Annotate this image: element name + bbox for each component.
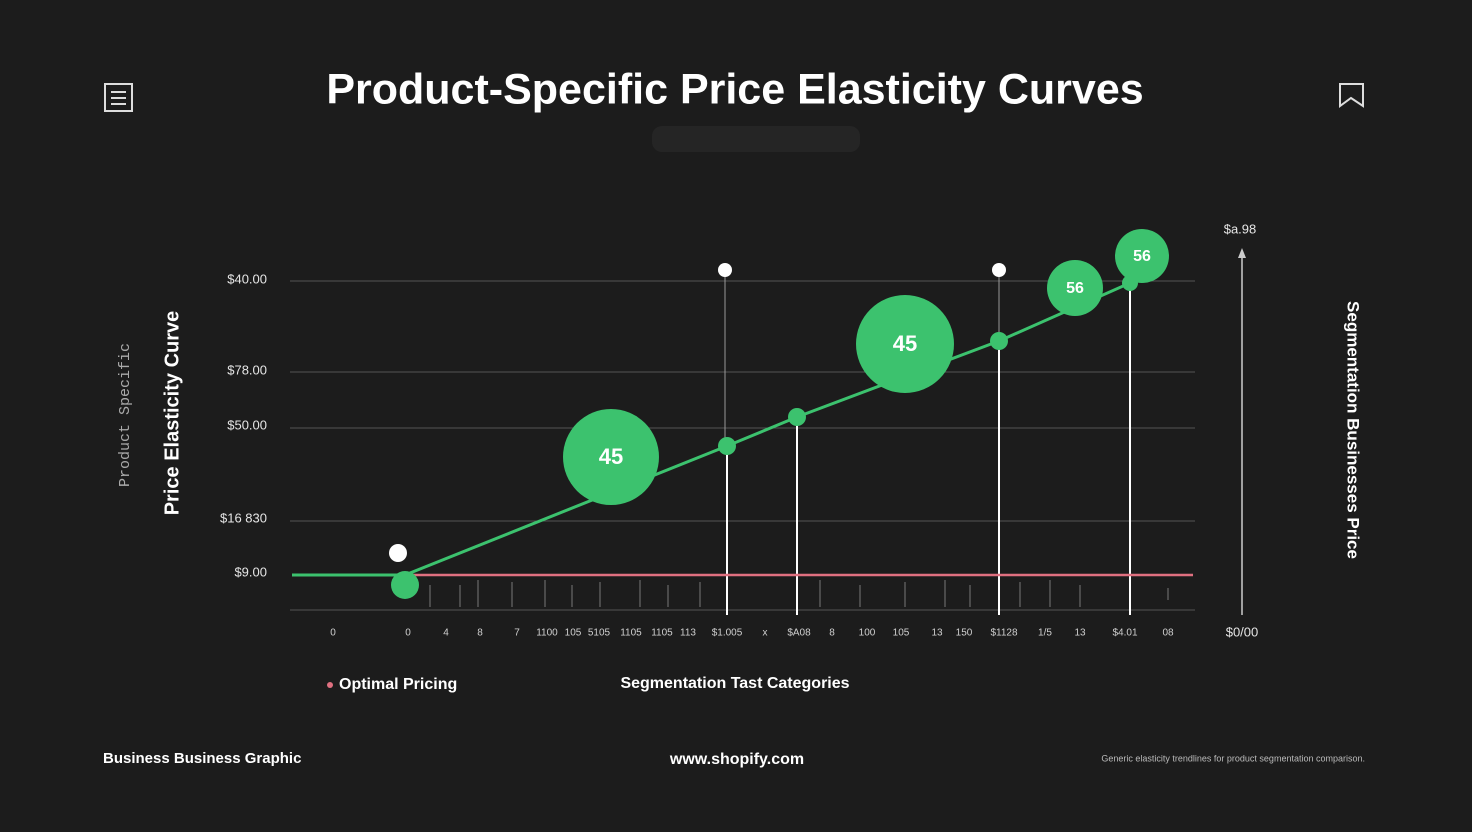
bubble-label: 56 [1066, 280, 1084, 297]
y-tick-label: $16 830 [220, 510, 267, 525]
drop-lines [726, 283, 1131, 615]
right-axis-title: Segmentation Businesses Price [1344, 301, 1363, 559]
x-tick-label: 105 [893, 628, 910, 639]
x-tick-label: 8 [477, 628, 483, 639]
bubble [1115, 229, 1169, 283]
footer-right: Generic elasticity trendlines for produc… [1101, 753, 1365, 763]
right-axis-arrow [1238, 248, 1246, 258]
white-dots [389, 263, 1006, 562]
x-tick-label: 8 [829, 628, 835, 639]
x-tick-label: 1100 [536, 628, 558, 639]
guide-lines [724, 270, 1000, 446]
legend-dot [327, 682, 333, 688]
x-tick-label: 13 [1074, 628, 1086, 639]
legend-label: Optimal Pricing [339, 676, 457, 693]
x-tick-label: 4 [443, 628, 449, 639]
bubble [1047, 260, 1103, 316]
y-tick-label: $50.00 [227, 417, 267, 432]
x-tick-label: 150 [956, 628, 973, 639]
y-tick-label: $9.00 [234, 564, 267, 579]
x-tick-label: 1/5 [1038, 628, 1052, 639]
x-tick-label: 7 [514, 628, 520, 639]
bubble-label: 45 [893, 331, 917, 356]
x-tick-label: 1105 [620, 628, 642, 639]
x-tick-label: 08 [1162, 628, 1174, 639]
y-axis-subtitle: Product Specific [117, 343, 134, 487]
menu-icon[interactable] [104, 83, 133, 112]
x-tick-label: x [763, 628, 768, 639]
title: Product-Specific Price Elasticity Curves [326, 65, 1143, 113]
grid [290, 280, 1195, 611]
footer-center[interactable]: www.shopify.com [669, 751, 804, 768]
bubble [563, 409, 659, 505]
x-tick-label: $1.005 [712, 628, 743, 639]
x-tick-label: 0 [330, 628, 336, 639]
x-tick-label: $A08 [787, 628, 811, 639]
y-axis-title: Price Elasticity Curve [161, 311, 183, 516]
right-bottom-label: $0/00 [1226, 624, 1259, 639]
y-tick-label: $40.00 [227, 271, 267, 286]
x-tick-label: $1128 [990, 628, 1018, 639]
x-tick-label: 113 [680, 628, 696, 639]
x-tick-label: 13 [931, 628, 943, 639]
x-tick-label: 5105 [588, 628, 611, 639]
right-top-label: $a.98 [1224, 221, 1257, 236]
line-points [391, 275, 1138, 599]
x-tick-label: $4.01 [1112, 628, 1137, 639]
x-tick-label: 105 [565, 628, 582, 639]
blurred-subtitle [652, 126, 860, 152]
bubble-label: 45 [599, 444, 623, 469]
bookmark-icon[interactable] [1339, 83, 1364, 108]
x-tick-label: 1105 [651, 628, 673, 639]
x-axis-title: Segmentation Tast Categories [620, 675, 849, 692]
x-tick-label: 100 [859, 628, 876, 639]
small-ticks [429, 580, 1169, 607]
bubble [856, 295, 954, 393]
x-tick-label: 0 [405, 628, 411, 639]
y-tick-label: $78.00 [227, 362, 267, 377]
bubble-label: 56 [1133, 248, 1151, 265]
footer-left: Business Business Graphic [103, 750, 301, 767]
